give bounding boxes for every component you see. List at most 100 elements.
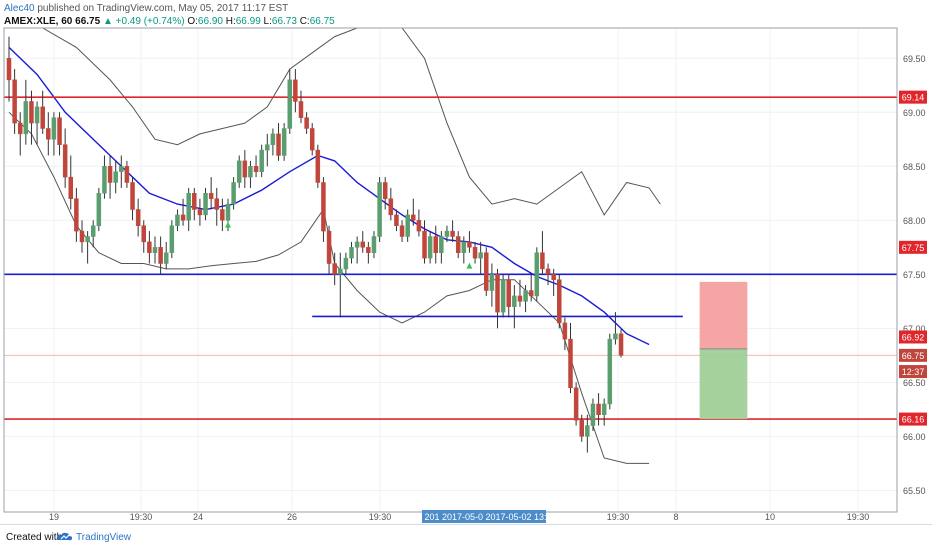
candle-body [399,225,405,237]
candle-body [102,166,107,194]
candle-body [96,193,102,226]
ohlc-high: H:66.99 [225,16,261,27]
price-axis[interactable]: 69.50 69.00 68.50 68.00 67.50 67.00 66.50 66.00… [903,54,926,496]
price-label-box [899,412,927,426]
ohlc-close: C:66.75 [299,16,335,27]
candle-body [506,279,511,307]
candle-body [433,236,438,253]
time-tick-label: 19:30 [130,512,153,522]
candle-body [366,247,371,253]
candle-body [90,225,96,237]
candle-body [186,193,191,221]
time-tick-label: 19 [49,512,59,522]
ohlc-open: O:66.90 [187,16,223,27]
price-labels: 69.14 67.75 66.92 66.75 12:37 66.16 [899,90,927,426]
candle-body [293,79,298,102]
price-label-box [899,348,927,362]
candle-body [163,252,169,264]
candle-body [135,209,141,226]
candle-body [601,403,607,416]
candles [6,36,624,453]
time-tick-label: 10 [765,512,775,522]
candle-body [124,166,130,183]
candle-body [568,338,573,389]
candle-body [455,236,461,253]
candle-body [276,133,281,156]
candle-body [259,149,264,172]
tradingview-brand[interactable]: TradingView [76,532,132,543]
price-label-box [899,90,927,104]
published-text: published on TradingView.com, May 05, 20… [37,3,289,14]
price-change: ▲ +0.49 (+0.74%) [102,16,185,27]
candle-body [85,236,90,243]
price-tick-label: 67.00 [903,324,926,334]
price-tick-label: 68.50 [903,162,926,172]
candle-body [79,230,85,243]
candle-body [422,230,427,259]
price-label-text: 66.16 [902,415,925,425]
candle-body [540,252,545,270]
candle-body [484,252,489,291]
price-tick-label: 68.00 [903,216,926,226]
candle-body [517,295,523,302]
candle-body [57,117,62,145]
candle-body [214,198,220,210]
price-label-text: 67.75 [902,243,925,253]
candle-body [326,230,332,264]
candle-body [62,144,68,178]
price-tick-label: 69.00 [903,108,926,118]
candle-body [416,220,422,232]
candle-body [152,247,158,253]
candle-body [23,101,29,135]
author-link[interactable]: Alec40 [4,3,35,14]
price-label-box [899,330,927,344]
candle-body [130,182,135,210]
candle-body [242,160,248,178]
candle-body [175,214,180,226]
candle-body [562,322,568,340]
candle-body [343,257,349,270]
price-label-text: 66.92 [902,332,925,342]
time-tick-label: 26 [287,512,297,522]
candle-body [287,79,292,129]
price-label-text: 12:37 [902,367,925,377]
candle-body [34,106,40,124]
chart-header: Alec40 published on TradingView.com, May… [4,2,924,28]
candle-body [349,247,354,259]
candle-body [158,247,163,264]
candle-body [265,144,270,151]
candle-body [321,182,326,232]
candle-body [113,171,118,183]
signal-markers [224,221,473,269]
candle-body [231,182,236,205]
symbol-name[interactable]: AMEX:XLE, 60 [4,16,73,27]
candle-body [309,128,315,151]
price-tick-label: 69.50 [903,54,926,64]
price-tick-label: 66.00 [903,432,926,442]
candle-body [394,214,399,226]
candle-body [74,198,79,232]
footer: Created with TradingView [0,524,932,551]
candle-body [253,166,259,172]
time-axis[interactable]: 19 19:30 24 26 19:30 19:30 8 10 19:30 2017- 201 2… [49,510,869,523]
candle-body [377,182,382,237]
candle-body [360,241,365,248]
candle-body [613,333,618,340]
candle-body [528,290,534,297]
price-label-box [899,365,927,379]
candle-body [411,214,416,221]
candle-body [495,274,500,313]
candle-body [557,279,562,324]
candle-body [573,387,579,421]
candle-body [29,101,34,124]
candle-body [12,79,17,124]
candle-body [203,193,208,216]
stop-loss-zone [699,281,748,349]
candle-body [472,247,478,259]
position-tool[interactable] [699,281,748,420]
ohlc-low: L:66.73 [263,16,297,27]
time-tick-label: 19:30 [847,512,870,522]
candle-body [545,268,551,275]
horizontal-lines[interactable] [4,96,897,420]
